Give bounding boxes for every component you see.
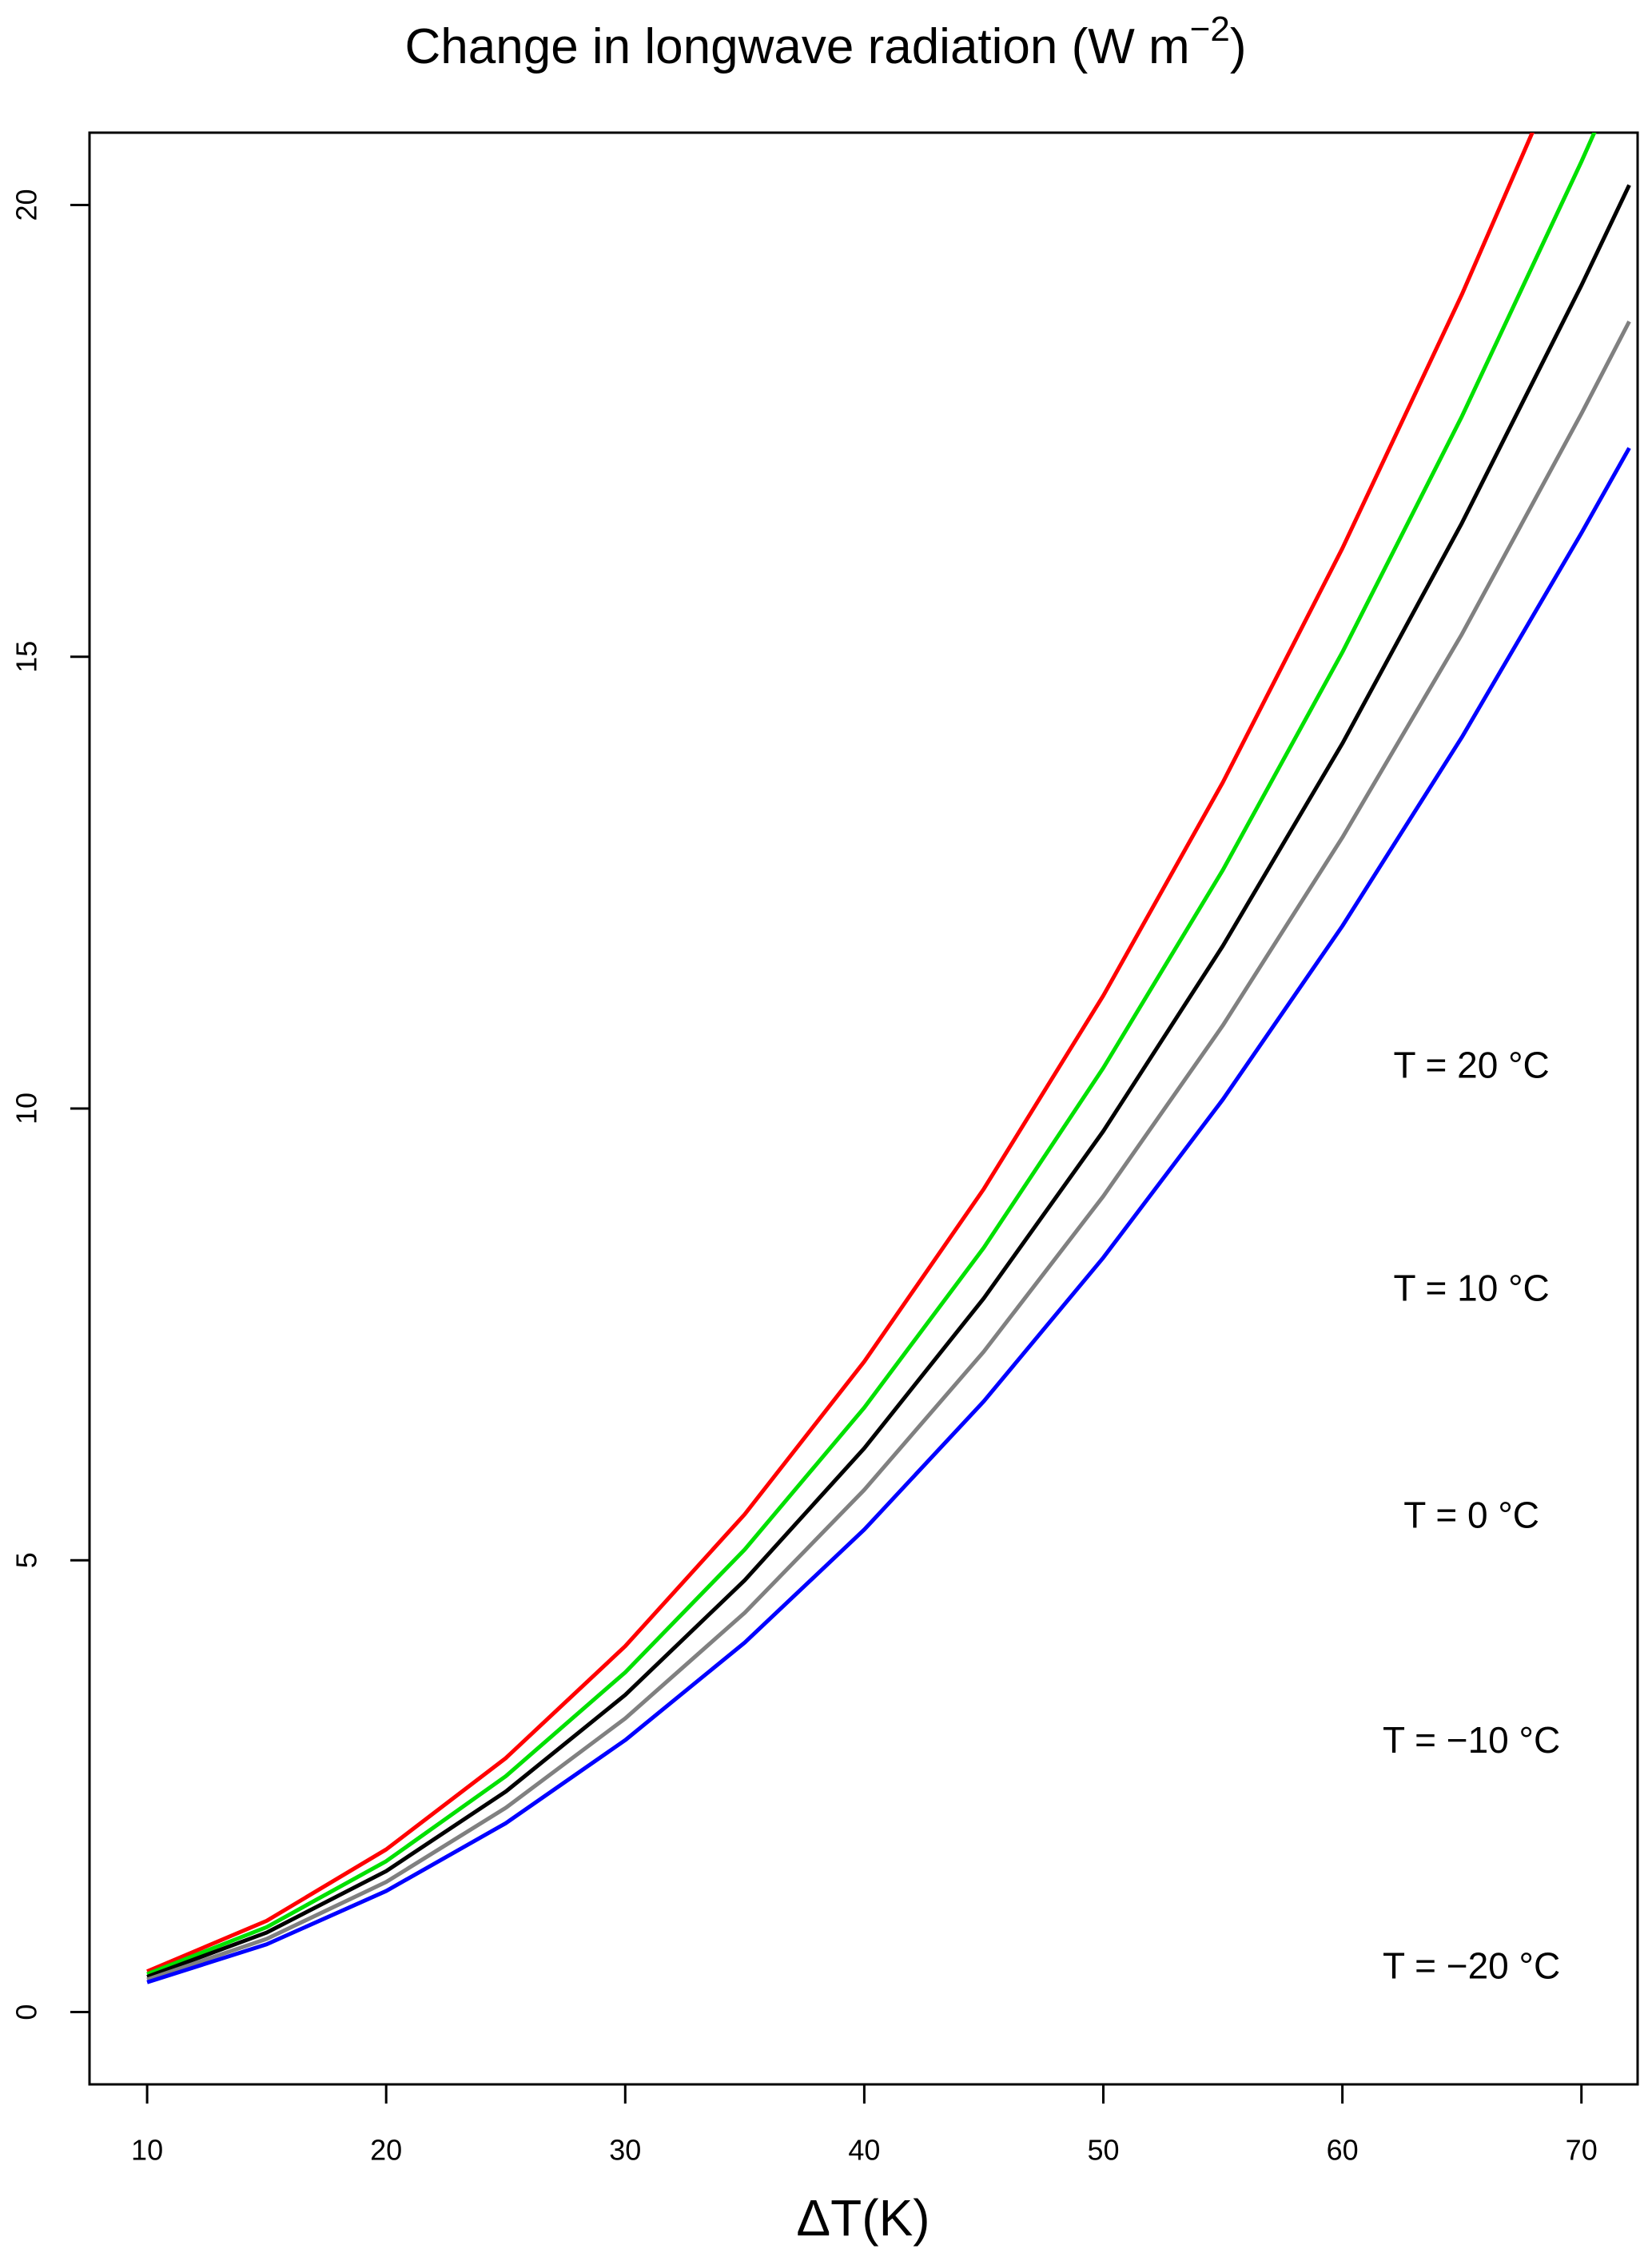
x-axis-label: ΔT(K) (796, 2189, 929, 2247)
series-label: T = 0 °C (1403, 1494, 1539, 1535)
x-tick-label: 40 (848, 2134, 880, 2167)
x-tick-label: 60 (1327, 2134, 1359, 2167)
y-tick-label: 10 (10, 1093, 43, 1125)
plot-area (146, 133, 1631, 1984)
series-line (146, 133, 1535, 1973)
y-tick-label: 5 (10, 1552, 43, 1568)
series-label: T = −20 °C (1383, 1945, 1560, 1986)
series-line (146, 447, 1631, 1984)
series-line (146, 133, 1597, 1976)
title-main: Change in longwave radiation (W m (405, 19, 1190, 74)
title-superscript: −2 (1190, 10, 1230, 49)
series-label: T = −10 °C (1383, 1719, 1560, 1761)
series-line (146, 184, 1631, 1979)
chart-title: Change in longwave radiation (W m−2) (405, 10, 1247, 75)
y-tick-label: 20 (10, 189, 43, 221)
x-tick-label: 20 (370, 2134, 402, 2167)
series-line (146, 320, 1631, 1982)
title-end: ) (1230, 19, 1247, 74)
x-tick-label: 50 (1087, 2134, 1119, 2167)
series-label: T = 10 °C (1393, 1268, 1549, 1309)
x-tick-label: 30 (609, 2134, 641, 2167)
y-tick-label: 0 (10, 2004, 43, 2020)
x-tick-label: 70 (1566, 2134, 1598, 2167)
series-label: T = 20 °C (1393, 1044, 1549, 1085)
x-tick-label: 10 (131, 2134, 163, 2167)
y-tick-label: 15 (10, 641, 43, 673)
plot-frame (88, 131, 1639, 2086)
